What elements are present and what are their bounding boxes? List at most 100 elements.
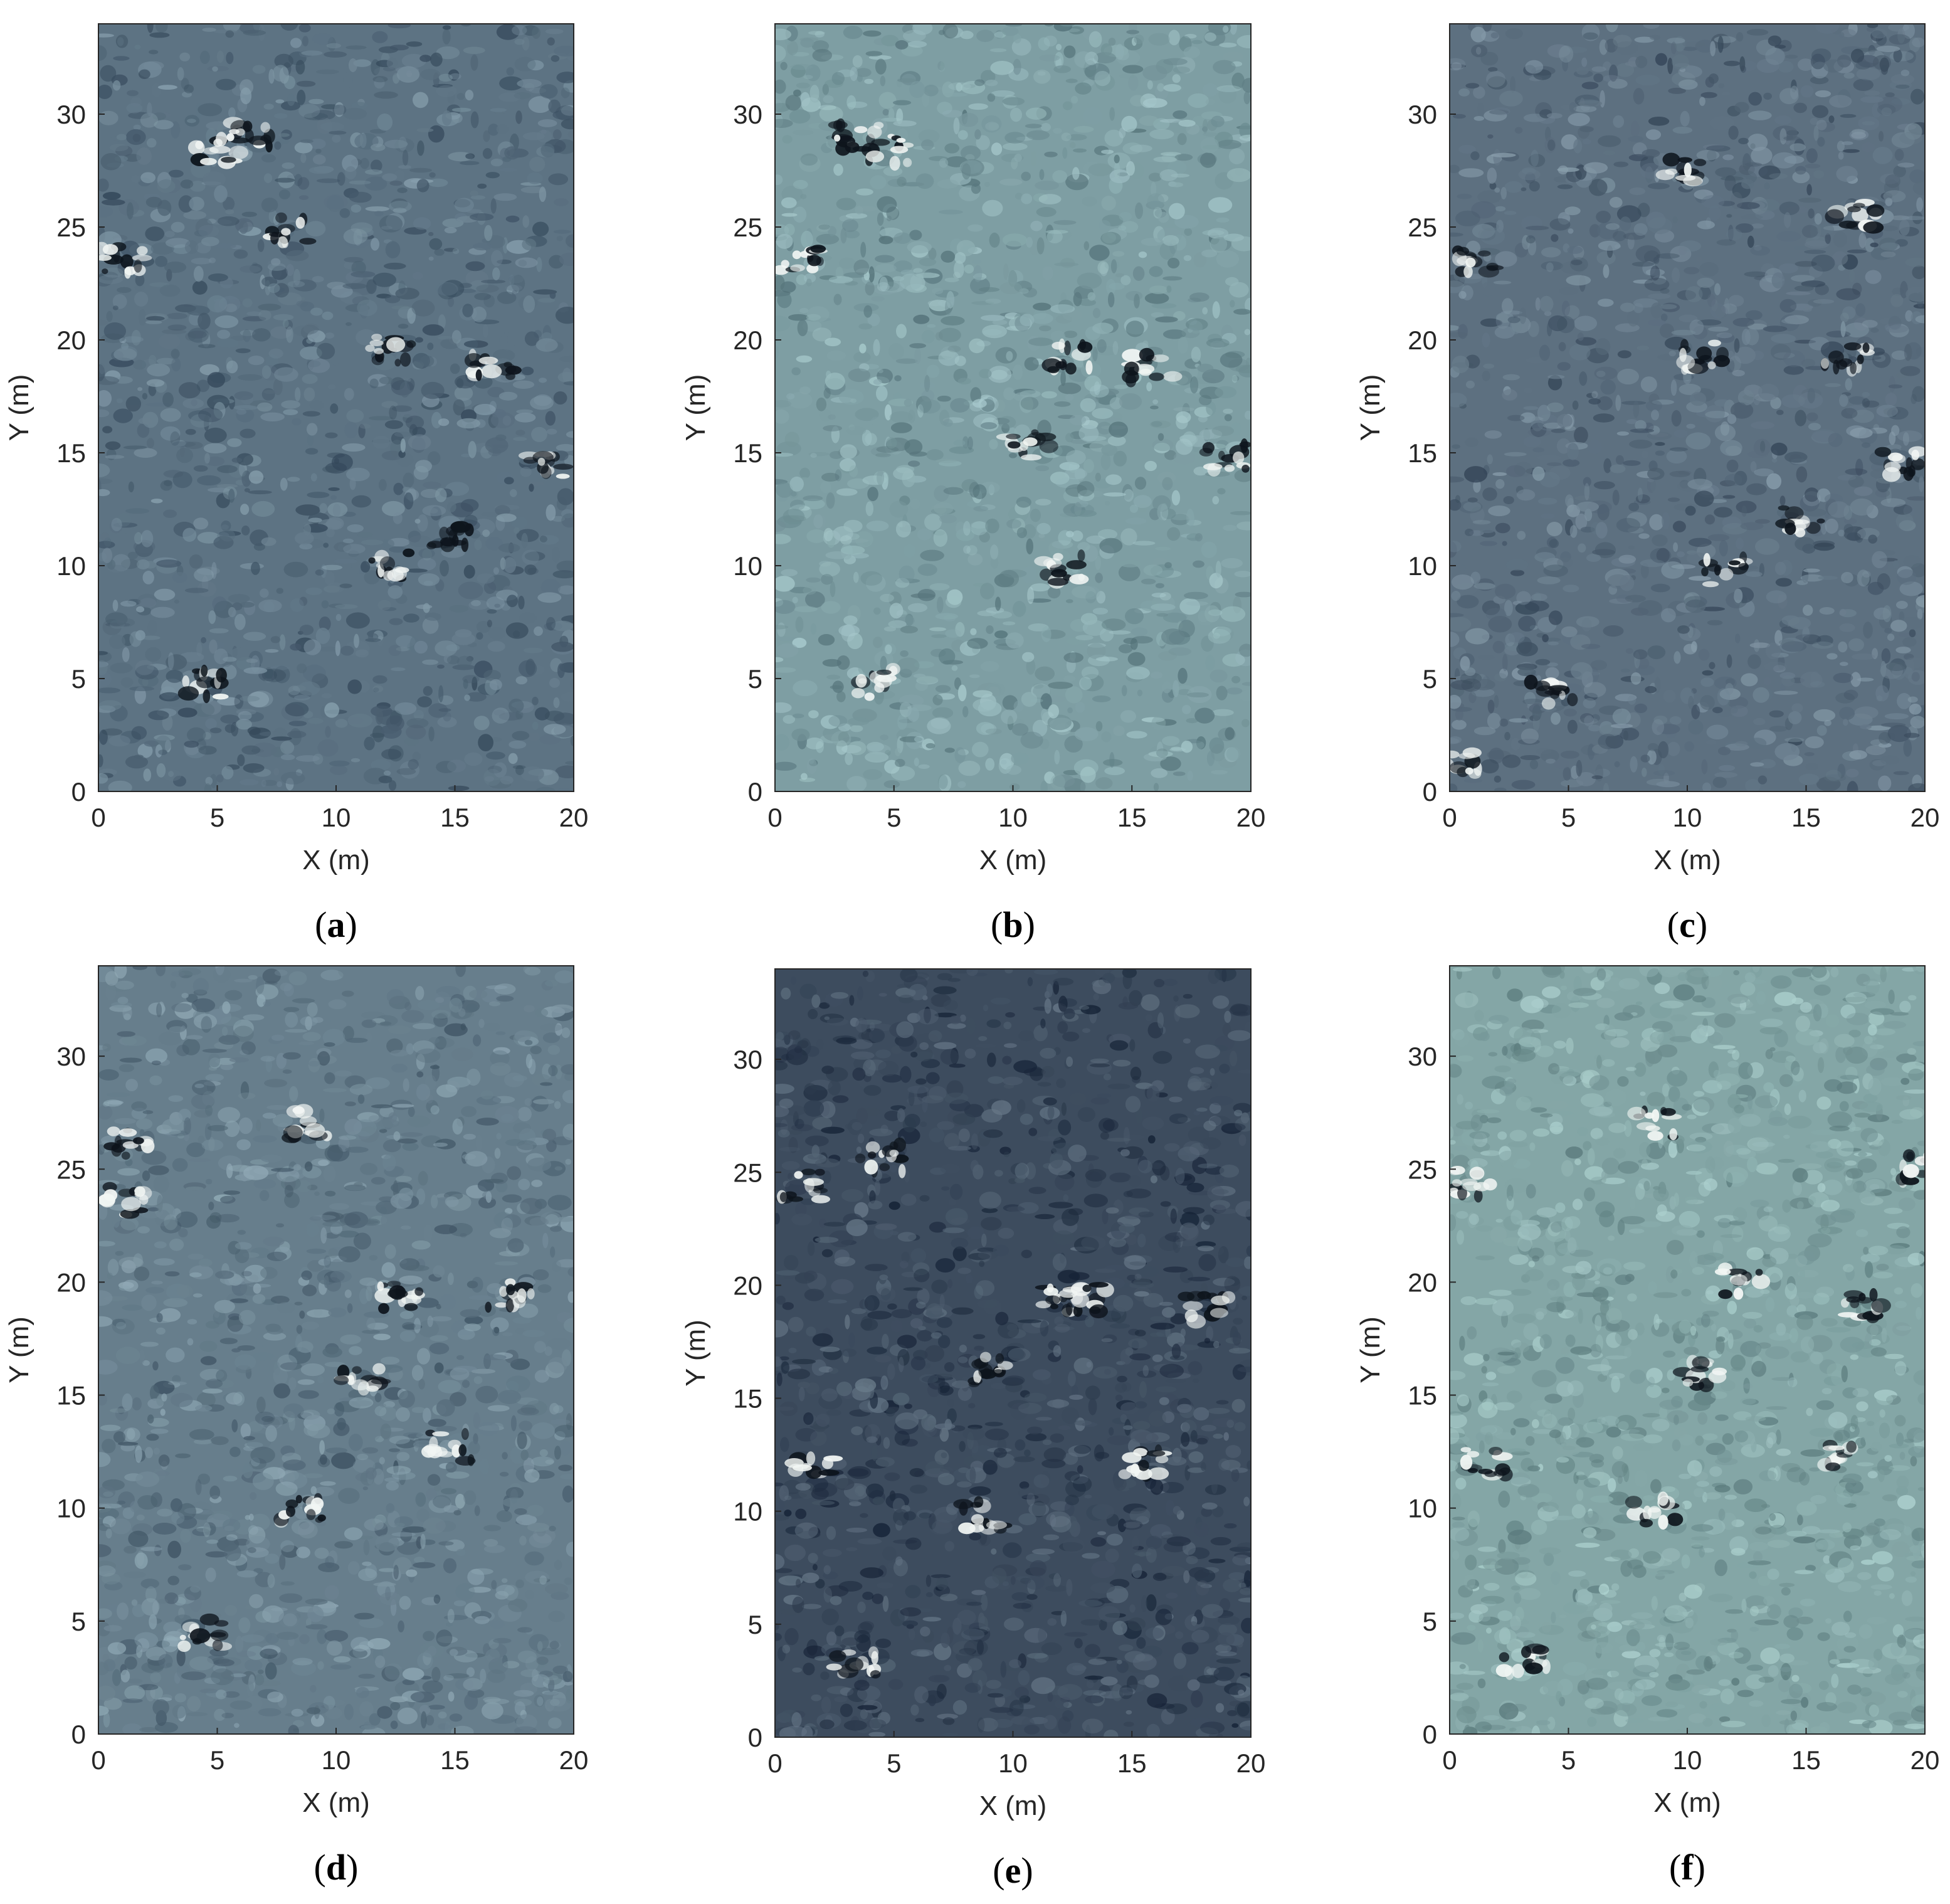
x-tick-label: 10 — [998, 1748, 1028, 1778]
y-tick-label: 30 — [733, 1045, 762, 1074]
y-tick-label: 20 — [56, 325, 86, 355]
x-tick-label: 0 — [91, 803, 105, 832]
panel-caption: (a) — [315, 904, 357, 945]
y-tick-label: 0 — [1423, 777, 1437, 807]
heatmap-area — [766, 966, 1262, 1742]
y-tick-label: 30 — [56, 1042, 86, 1071]
heatmap-area — [1441, 958, 1939, 1742]
y-tick-label: 10 — [1408, 551, 1437, 581]
y-tick-label: 15 — [1408, 1381, 1437, 1410]
y-tick-label: 30 — [733, 100, 762, 129]
x-tick-label: 10 — [998, 803, 1028, 832]
y-tick-label: 20 — [733, 1271, 762, 1300]
x-tick-label: 5 — [210, 1745, 224, 1775]
y-tick-label: 10 — [733, 551, 762, 581]
x-tick-label: 0 — [1442, 1745, 1457, 1775]
x-tick-label: 15 — [1791, 1745, 1821, 1775]
x-tick-label: 0 — [767, 1748, 782, 1778]
y-tick-label: 5 — [748, 1610, 762, 1639]
y-tick-label: 30 — [1408, 1042, 1437, 1071]
y-tick-label: 10 — [56, 551, 86, 581]
y-tick-label: 25 — [1408, 1155, 1437, 1184]
y-tick-label: 10 — [56, 1494, 86, 1523]
x-tick-label: 20 — [1236, 803, 1266, 832]
y-tick-label: 5 — [748, 664, 762, 694]
y-tick-label: 0 — [748, 777, 762, 807]
y-tick-label: 15 — [56, 438, 86, 468]
panel-c: 0 5 10 15 20 0 5 10 15 20 25 30 X (m) Y (m) (c) — [1355, 16, 1939, 945]
y-tick-label: 20 — [1408, 325, 1437, 355]
panel-d: 0 5 10 15 20 0 5 10 15 20 25 30 X (m) Y (m) (d) — [4, 958, 588, 1888]
x-tick-label: 5 — [210, 803, 224, 832]
x-tick-label: 0 — [91, 1745, 105, 1775]
x-tick-label: 15 — [1117, 1748, 1147, 1778]
panel-b: 0 5 10 15 20 0 5 10 15 20 25 30 X (m) Y (m) (b) — [680, 18, 1265, 945]
x-tick-label: 10 — [1673, 1745, 1702, 1775]
y-tick-label: 25 — [733, 213, 762, 242]
y-tick-label: 0 — [1423, 1720, 1437, 1749]
y-axis-label: Y (m) — [680, 1320, 711, 1387]
x-axis-label: X (m) — [1653, 845, 1721, 875]
y-axis-label: Y (m) — [680, 374, 711, 442]
y-tick-label: 15 — [733, 438, 762, 468]
x-tick-label: 15 — [1117, 803, 1147, 832]
x-tick-label: 20 — [559, 803, 589, 832]
panel-f: 0 5 10 15 20 0 5 10 15 20 25 30 X (m) Y (m) (f) — [1355, 958, 1939, 1888]
y-tick-label: 25 — [1408, 213, 1437, 242]
x-tick-label: 5 — [1561, 803, 1576, 832]
x-tick-label: 15 — [1791, 803, 1821, 832]
x-tick-label: 5 — [887, 1748, 901, 1778]
x-tick-label: 20 — [1236, 1748, 1266, 1778]
heatmap-area — [1430, 16, 1936, 799]
x-axis-label: X (m) — [1653, 1787, 1721, 1818]
y-tick-label: 0 — [71, 1720, 86, 1749]
y-tick-label: 15 — [733, 1384, 762, 1414]
x-tick-label: 0 — [1442, 803, 1457, 832]
y-axis-label: Y (m) — [4, 374, 34, 442]
panel-caption: (b) — [991, 904, 1035, 945]
x-axis-label: X (m) — [979, 845, 1047, 875]
x-tick-label: 10 — [322, 803, 351, 832]
panel-caption: (c) — [1667, 904, 1707, 945]
panel-caption: (d) — [314, 1847, 359, 1888]
panel-caption: (f) — [1669, 1847, 1705, 1888]
y-tick-label: 25 — [56, 1155, 86, 1184]
y-axis-label: Y (m) — [4, 1316, 34, 1383]
y-tick-label: 5 — [1423, 1607, 1437, 1636]
x-tick-label: 15 — [440, 803, 470, 832]
x-tick-label: 10 — [1673, 803, 1702, 832]
x-tick-label: 5 — [1561, 1745, 1576, 1775]
y-tick-label: 0 — [748, 1723, 762, 1752]
y-tick-label: 30 — [1408, 100, 1437, 129]
y-tick-label: 20 — [56, 1267, 86, 1297]
x-tick-label: 15 — [440, 1745, 470, 1775]
y-tick-label: 20 — [1408, 1267, 1437, 1297]
y-tick-label: 25 — [56, 213, 86, 242]
heatmap-area — [89, 958, 583, 1740]
heatmap-area — [88, 17, 585, 798]
x-axis-label: X (m) — [302, 845, 370, 875]
y-tick-label: 15 — [1408, 438, 1437, 468]
y-tick-label: 20 — [733, 325, 762, 355]
y-tick-label: 25 — [733, 1158, 762, 1187]
x-tick-label: 5 — [887, 803, 901, 832]
x-tick-label: 20 — [559, 1745, 589, 1775]
x-tick-label: 0 — [767, 803, 782, 832]
x-tick-label: 20 — [1910, 1745, 1940, 1775]
y-tick-label: 10 — [1408, 1494, 1437, 1523]
x-axis-label: X (m) — [979, 1790, 1047, 1821]
y-axis-label: Y (m) — [1355, 374, 1386, 442]
y-axis-label: Y (m) — [1355, 1316, 1386, 1383]
y-tick-label: 5 — [1423, 664, 1437, 694]
heatmap-area — [763, 18, 1262, 796]
x-tick-label: 10 — [322, 1745, 351, 1775]
y-tick-label: 30 — [56, 100, 86, 129]
y-tick-label: 5 — [71, 1607, 86, 1636]
y-tick-label: 15 — [56, 1381, 86, 1410]
x-tick-label: 20 — [1910, 803, 1940, 832]
x-axis-label: X (m) — [302, 1787, 370, 1818]
y-tick-label: 0 — [71, 777, 86, 807]
